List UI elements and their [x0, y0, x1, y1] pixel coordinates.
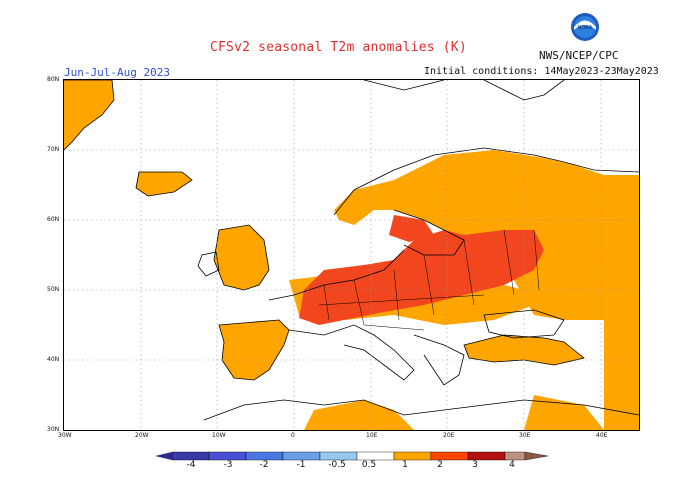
colorbar-segments [155, 451, 549, 461]
lon-label-40e: 40E [596, 432, 608, 439]
colorbar-label-4: 4 [509, 460, 515, 470]
lon-label-10e: 10E [366, 432, 378, 439]
page-title: CFSv2 seasonal T2m anomalies (K) [210, 40, 467, 55]
colorbar-label--1: -1 [296, 460, 306, 470]
lon-label-20w: 20W [135, 432, 149, 439]
lon-label-10w: 10W [212, 432, 226, 439]
initial-conditions: Initial conditions: 14May2023-23May2023 [424, 66, 659, 77]
lon-label-0: 0 [291, 432, 295, 439]
colorbar-label--3: -3 [223, 460, 233, 470]
lat-label-40n: 40N [47, 356, 60, 363]
colorbar-label--4: -4 [186, 460, 196, 470]
colorbar-label-1: 1 [402, 460, 408, 470]
colorbar-label-0.5: 0.5 [361, 460, 377, 470]
lat-label-50n: 50N [47, 286, 60, 293]
map-canvas [64, 80, 639, 430]
anomaly-map [63, 79, 640, 431]
colorbar-label--0.5: -0.5 [328, 460, 346, 470]
lon-label-30e: 30E [519, 432, 531, 439]
lon-label-30w: 30W [58, 432, 72, 439]
svg-text:NOAA: NOAA [578, 25, 593, 31]
colorbar-label-3: 3 [472, 460, 478, 470]
organization-label: NWS/NCEP/CPC [539, 49, 619, 62]
map-gridlines [64, 80, 639, 430]
anomaly-fill-red [299, 215, 544, 325]
colorbar-label--2: -2 [259, 460, 269, 470]
lat-label-80n: 80N [47, 76, 60, 83]
noaa-logo: NOAA [571, 13, 599, 41]
country-borders [318, 229, 540, 331]
coastlines [64, 80, 639, 421]
lat-label-30n: 30N [47, 426, 60, 433]
colorbar-label-2: 2 [437, 460, 443, 470]
lon-label-20e: 20E [443, 432, 455, 439]
lat-label-60n: 60N [47, 216, 60, 223]
lat-label-70n: 70N [47, 146, 60, 153]
forecast-period: Jun-Jul-Aug 2023 [64, 66, 170, 79]
